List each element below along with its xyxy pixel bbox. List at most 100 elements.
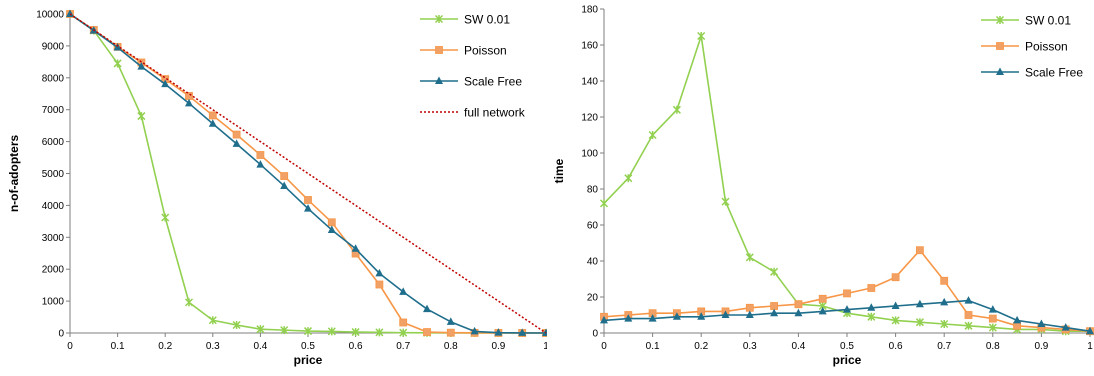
x-tick-label: 0.8 bbox=[444, 341, 458, 352]
data-point bbox=[161, 79, 170, 88]
y-tick-label: 100 bbox=[581, 149, 598, 160]
y-tick-label: 7000 bbox=[42, 105, 65, 116]
x-tick-label: 0 bbox=[67, 341, 73, 352]
x-tick-label: 0.1 bbox=[646, 341, 660, 352]
x-tick-label: 0.2 bbox=[694, 341, 708, 352]
legend-label: Poisson bbox=[464, 44, 507, 58]
x-axis-title: price bbox=[833, 353, 862, 367]
data-point bbox=[1013, 315, 1022, 324]
data-point bbox=[161, 213, 170, 222]
data-point bbox=[280, 172, 289, 180]
data-point bbox=[256, 160, 265, 168]
x-tick-label: 0.9 bbox=[1034, 341, 1048, 352]
series-sw-0-01 bbox=[599, 31, 1094, 336]
data-point bbox=[599, 199, 609, 208]
data-point bbox=[745, 303, 754, 312]
data-point bbox=[624, 314, 633, 322]
data-point bbox=[256, 151, 265, 159]
series-scale-free bbox=[66, 9, 547, 336]
legend-label: Poisson bbox=[1025, 40, 1068, 54]
data-point bbox=[995, 15, 1005, 25]
data-point bbox=[964, 311, 973, 319]
legend-label: SW 0.01 bbox=[1025, 14, 1071, 28]
data-point bbox=[185, 98, 193, 107]
data-point bbox=[232, 130, 241, 139]
data-point bbox=[648, 314, 657, 322]
data-point bbox=[915, 246, 924, 255]
data-point bbox=[375, 328, 384, 337]
data-point bbox=[184, 298, 194, 307]
data-point bbox=[423, 304, 431, 313]
data-point bbox=[745, 253, 754, 262]
data-point bbox=[648, 130, 657, 140]
data-point bbox=[435, 76, 443, 84]
x-tick-label: 0.5 bbox=[301, 341, 315, 352]
x-tick-label: 0.7 bbox=[396, 341, 410, 352]
data-point bbox=[66, 9, 74, 17]
data-point bbox=[327, 225, 336, 233]
data-point bbox=[964, 296, 973, 304]
legend-item: full network bbox=[420, 106, 526, 120]
legend-label: Scale Free bbox=[1025, 66, 1083, 80]
data-point bbox=[280, 181, 289, 189]
data-point bbox=[280, 326, 289, 335]
x-tick-label: 0 bbox=[601, 341, 607, 352]
y-tick-label: 120 bbox=[581, 113, 598, 124]
data-point bbox=[304, 204, 312, 212]
legend-item: Scale Free bbox=[420, 75, 522, 89]
data-point bbox=[137, 112, 146, 121]
y-tick-label: 6000 bbox=[42, 137, 65, 148]
data-point bbox=[915, 318, 924, 327]
y-tick-label: 9000 bbox=[42, 41, 65, 52]
data-point bbox=[721, 197, 730, 206]
data-point bbox=[327, 218, 336, 227]
data-point bbox=[697, 31, 706, 41]
x-tick-label: 0.1 bbox=[111, 341, 125, 352]
series-line bbox=[69, 13, 547, 334]
data-point bbox=[208, 111, 217, 120]
data-point bbox=[867, 284, 876, 292]
data-point bbox=[375, 268, 384, 277]
x-tick-label: 0.4 bbox=[253, 341, 267, 352]
data-point bbox=[988, 305, 997, 313]
data-point bbox=[996, 67, 1004, 75]
data-point bbox=[351, 328, 360, 337]
data-point bbox=[940, 319, 949, 329]
data-point bbox=[399, 287, 408, 295]
y-tick-label: 0 bbox=[592, 329, 598, 340]
y-axis-title: n-of-adopters bbox=[7, 135, 21, 213]
legend-item: Scale Free bbox=[981, 66, 1083, 80]
x-tick-label: 0.3 bbox=[206, 341, 220, 352]
data-point bbox=[434, 14, 444, 24]
data-point bbox=[518, 328, 527, 336]
x-tick-label: 0.8 bbox=[986, 341, 1000, 352]
data-point bbox=[208, 316, 217, 325]
legend-item: SW 0.01 bbox=[981, 14, 1071, 28]
data-point bbox=[697, 312, 706, 320]
data-point bbox=[435, 46, 443, 54]
y-tick-label: 8000 bbox=[42, 73, 65, 84]
series-scale-free bbox=[600, 296, 1094, 335]
data-point bbox=[964, 321, 973, 330]
data-point bbox=[794, 300, 803, 309]
data-point bbox=[137, 62, 146, 70]
y-tick-label: 140 bbox=[581, 77, 598, 88]
y-tick-label: 4000 bbox=[42, 201, 65, 212]
data-point bbox=[770, 302, 779, 310]
data-point bbox=[745, 310, 754, 318]
legend-item: SW 0.01 bbox=[420, 13, 510, 27]
data-point bbox=[867, 312, 876, 321]
data-point bbox=[1086, 326, 1094, 335]
y-tick-label: 60 bbox=[587, 221, 599, 232]
x-tick-label: 0.6 bbox=[349, 341, 363, 352]
data-point bbox=[208, 119, 217, 127]
y-tick-label: 10000 bbox=[36, 10, 64, 21]
x-tick-label: 0.3 bbox=[743, 341, 757, 352]
x-axis-title: price bbox=[294, 353, 323, 367]
data-point bbox=[794, 308, 803, 317]
legend-label: SW 0.01 bbox=[464, 13, 510, 27]
data-point bbox=[818, 306, 827, 315]
data-point bbox=[351, 244, 360, 252]
x-tick-label: 0.9 bbox=[491, 341, 505, 352]
x-tick-label: 1 bbox=[543, 341, 547, 352]
